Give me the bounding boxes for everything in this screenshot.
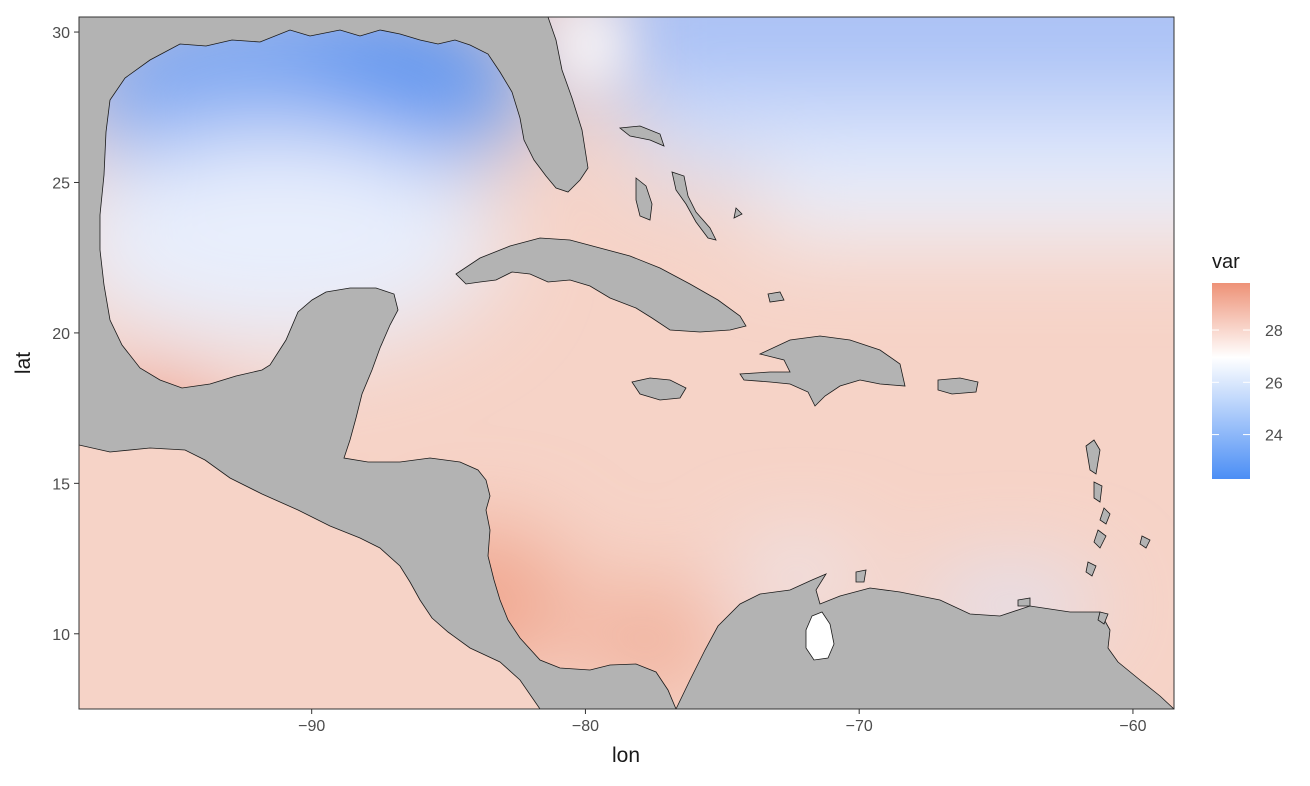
land-masses bbox=[79, 17, 1174, 709]
cuba-land bbox=[455, 237, 747, 333]
plot-border bbox=[78, 16, 1175, 710]
y-axis: 10 15 20 25 30 bbox=[52, 25, 79, 644]
x-tick-label: −90 bbox=[298, 718, 325, 735]
south-america-land bbox=[675, 573, 1174, 709]
y-tick-label: 30 bbox=[52, 25, 70, 42]
bahamas-andros bbox=[635, 177, 653, 221]
legend-tick-label: 24 bbox=[1265, 428, 1283, 445]
bahamas-islands bbox=[618, 125, 785, 303]
legend-tick-label: 28 bbox=[1265, 323, 1283, 340]
y-tick-label: 25 bbox=[52, 175, 70, 192]
y-axis-title: lat bbox=[12, 352, 35, 374]
x-tick-label: −60 bbox=[1119, 718, 1146, 735]
hispaniola-land bbox=[739, 335, 906, 407]
legend: var 24 26 28 bbox=[1212, 251, 1283, 479]
legend-title: var bbox=[1212, 251, 1240, 273]
y-tick-label: 10 bbox=[52, 627, 70, 644]
lake-maracaibo bbox=[805, 611, 835, 661]
y-tick-label: 20 bbox=[52, 326, 70, 343]
x-axis: −90 −80 −70 −60 bbox=[298, 709, 1147, 735]
y-tick-label: 15 bbox=[52, 476, 70, 493]
pacific-ocean-area bbox=[79, 444, 541, 709]
puerto-rico-land bbox=[937, 377, 979, 395]
lesser-antilles bbox=[1085, 439, 1151, 625]
legend-ticks: 24 26 28 bbox=[1212, 323, 1283, 445]
abc-islands bbox=[855, 569, 1031, 607]
x-tick-label: −70 bbox=[846, 718, 873, 735]
jamaica-land bbox=[631, 377, 687, 401]
legend-tick-label: 26 bbox=[1265, 375, 1283, 392]
legend-colorbar bbox=[1212, 283, 1250, 479]
x-tick-label: −80 bbox=[572, 718, 599, 735]
x-axis-title: lon bbox=[612, 744, 640, 767]
